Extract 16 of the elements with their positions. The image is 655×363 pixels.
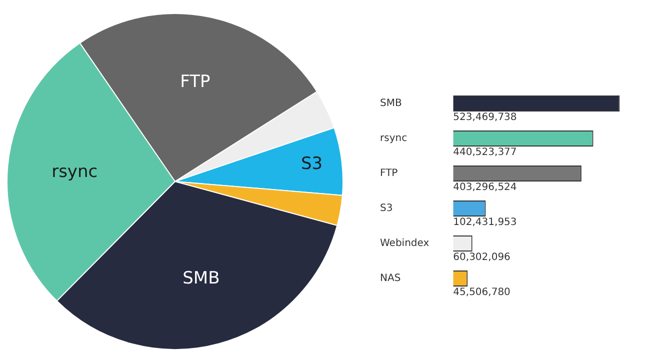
y-tick-label: FTP	[380, 168, 398, 179]
slice-label: rsync	[52, 162, 98, 182]
data-label: 523,469,738	[453, 112, 517, 123]
y-tick-label: NAS	[380, 272, 401, 284]
y-tick-label: S3	[380, 202, 393, 214]
y-tick-label: Webindex	[380, 238, 430, 249]
data-label: 102,431,953	[453, 216, 517, 228]
data-label: 440,523,377	[453, 146, 517, 158]
data-label: 60,302,096	[453, 252, 510, 263]
y-tick-label: SMB	[380, 98, 402, 109]
slice-label: SMB	[182, 268, 220, 288]
y-tick-label: rsync	[380, 132, 408, 144]
data-label: 45,506,780	[453, 286, 510, 298]
slice-label: FTP	[180, 72, 210, 92]
data-label: 403,296,524	[453, 182, 517, 193]
slice-label: S3	[300, 154, 323, 174]
